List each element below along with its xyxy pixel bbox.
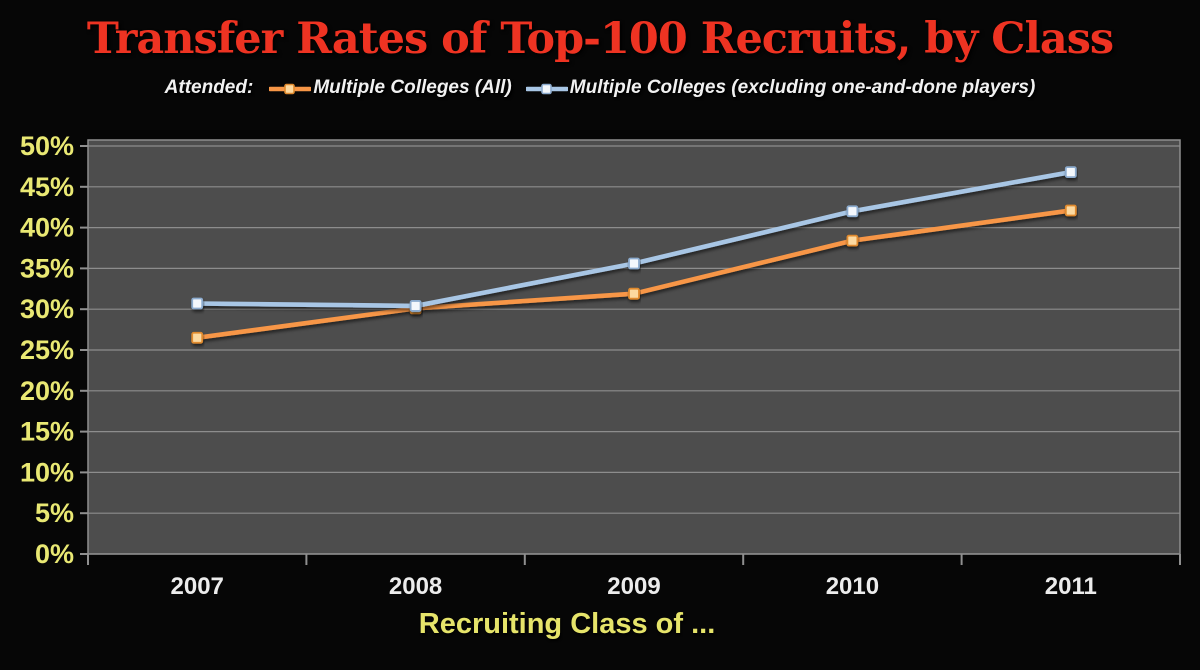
y-tick-label: 10%: [20, 457, 74, 487]
data-point-marker: [628, 287, 640, 300]
plot-border: [87, 139, 1181, 555]
data-point-marker: [409, 300, 422, 312]
x-tick-label: 2008: [389, 573, 442, 600]
y-tick-label: 35%: [20, 253, 74, 283]
legend-swatch-orange-icon: [269, 83, 312, 95]
y-tick-label: 20%: [20, 376, 74, 406]
chart-legend: Attended: Multiple Colleges (All) Multip…: [0, 77, 1200, 99]
data-point-marker: [1064, 204, 1077, 217]
y-tick-label: 30%: [20, 294, 74, 324]
data-point-marker: [846, 234, 859, 247]
y-tick-label: 25%: [20, 335, 74, 365]
data-point-marker: [191, 331, 204, 344]
data-point-marker: [191, 297, 204, 310]
chart-title: Transfer Rates of Top-100 Recruits, by C…: [86, 14, 1114, 64]
legend-swatch-blue-icon: [525, 83, 568, 95]
y-tick-label: 0%: [35, 539, 74, 569]
y-tick-label: 40%: [20, 213, 74, 243]
legend-item-label: Multiple Colleges (All): [313, 77, 512, 99]
legend-item-multiple-colleges-excluding: Multiple Colleges (excluding one-and-don…: [525, 77, 1036, 99]
legend-item-label: Multiple Colleges (excluding one-and-don…: [569, 77, 1036, 99]
x-tick-label: 2011: [1045, 573, 1097, 600]
x-tick-label: 2009: [607, 573, 660, 600]
data-point-marker: [846, 205, 859, 218]
data-point-marker: [628, 257, 640, 270]
legend-item-multiple-colleges-all: Multiple Colleges (All): [269, 77, 512, 99]
x-tick-label: 2010: [826, 573, 879, 600]
y-tick-label: 5%: [35, 498, 74, 528]
y-tick-label: 15%: [20, 417, 74, 447]
x-tick-label: 2007: [171, 573, 224, 600]
legend-intro-label: Attended:: [164, 77, 254, 99]
data-point-marker: [1064, 166, 1077, 179]
x-axis-title: Recruiting Class of ...: [418, 608, 716, 640]
line-chart: 0% 5% 10% 15% 20% 25% 30% 35% 40% 45% 50% 2007 2008 2…: [20, 131, 1181, 600]
plot-area: [88, 140, 1180, 554]
y-tick-label: 50%: [20, 131, 74, 161]
y-tick-label: 45%: [20, 172, 74, 202]
